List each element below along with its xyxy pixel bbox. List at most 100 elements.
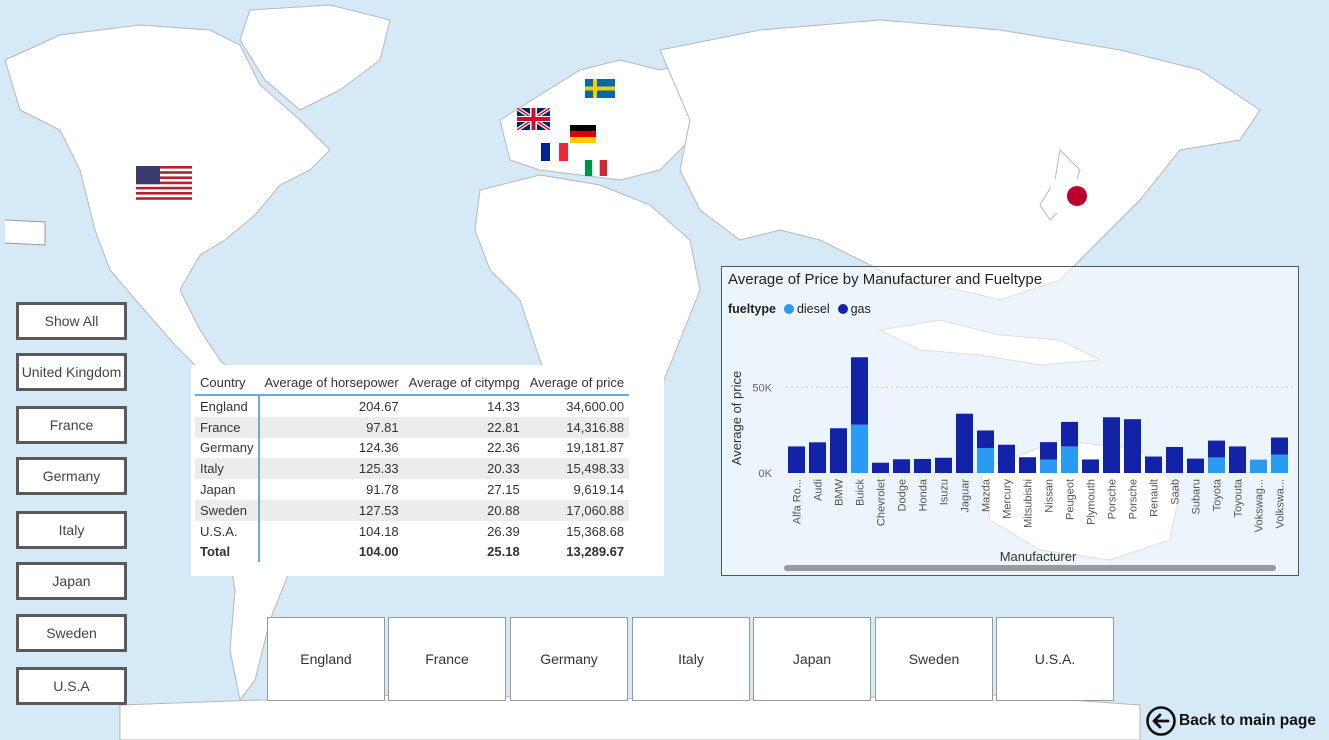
chart-scrollbar[interactable] [784,565,1276,571]
table-row[interactable]: U.S.A. 104.18 26.39 15,368.68 [195,520,629,542]
column-header-country[interactable]: Country [195,370,260,396]
bar-gas [1061,421,1078,447]
filter-usa-button[interactable]: U.S.A [16,667,127,705]
table-cell: Germany [195,437,261,459]
table-cell: 19,181.87 [566,440,625,456]
bar-diesel [1250,459,1267,473]
legend-gas-label[interactable]: gas [850,302,871,316]
x-tick-label: Toyota [1212,478,1224,511]
legend-title: fueltype [728,302,776,316]
x-tick-label: BMW [834,478,846,506]
back-arrow-icon [1146,706,1176,736]
filter-japan-button[interactable]: Japan [753,617,871,701]
bar-gas [1208,440,1225,458]
sweden-flag-icon [585,79,615,98]
uk-flag-icon [517,108,550,130]
filter-england-button[interactable]: England [267,617,385,701]
country-summary-table: Country Average of horsepower Average of… [191,365,664,576]
bar-diesel [1208,457,1225,473]
filter-show-all-button[interactable]: Show All [16,302,127,340]
table-cell: Japan [195,479,261,500]
x-tick-label: Buick [855,479,867,506]
bar-diesel [1271,454,1288,473]
table-cell: 22.81 [403,416,525,438]
bar-gas [893,459,910,473]
bar-gas [977,430,994,448]
filter-germany-button[interactable]: Germany [510,617,628,701]
back-to-main-button[interactable]: Back to main page [1145,705,1316,737]
bar-gas [956,413,973,473]
table-cell: 14,316.88 [524,416,630,438]
bar-gas [1166,446,1183,473]
x-tick-label: Porsche [1128,479,1140,519]
filter-france-button[interactable]: France [16,406,127,444]
x-tick-label: Mazda [981,478,993,512]
table-total-row: Total 104.00 25.18 13,289.67 [195,541,629,563]
filter-sweden-button[interactable]: Sweden [875,617,993,701]
table-cell: 22.36 [487,440,520,456]
table-cell: 25.18 [487,544,520,560]
x-tick-label: Mercury [1002,479,1014,519]
bar-gas [1229,446,1246,473]
table-cell: England [195,395,261,417]
filter-usa-button[interactable]: U.S.A. [996,617,1114,701]
legend-diesel-swatch [783,304,794,314]
bar-gas [830,428,847,473]
table-row[interactable]: Italy 125.33 20.33 15,498.33 [195,458,630,480]
table-row[interactable]: Germany 124.36 22.36 19,181.87 [195,437,629,459]
chart-legend: fueltype diesel gas [728,302,871,316]
column-header-horsepower[interactable]: Average of horsepower [259,370,404,396]
x-tick-label: Vokswag... [1254,479,1266,532]
x-tick-label: Mitsubishi [1023,479,1035,528]
column-header-price[interactable]: Average of price [524,370,630,396]
back-to-main-label: Back to main page [1179,712,1316,729]
table-cell: 26.39 [487,523,520,539]
table-row[interactable]: France 97.81 22.81 14,316.88 [195,416,630,438]
bar-diesel [1040,459,1057,473]
legend-diesel-label[interactable]: diesel [796,302,830,316]
france-flag-icon [541,143,568,161]
bar-gas [1019,457,1036,473]
column-header-citympg[interactable]: Average of citympg [403,370,525,396]
filter-japan-button[interactable]: Japan [16,562,127,600]
filter-france-button[interactable]: France [388,617,506,701]
x-tick-label: Alfa Ro... [792,479,804,524]
filter-sweden-button[interactable]: Sweden [16,614,127,652]
bar-diesel [851,424,868,473]
x-tick-label: Subaru [1191,479,1203,514]
table-row[interactable]: Sweden 127.53 20.88 17,060.88 [195,499,630,521]
bar-diesel [977,447,994,473]
table-cell: 17,060.88 [524,499,630,521]
bar-gas [1145,456,1162,473]
bar-gas [851,357,868,425]
table-cell: 127.53 [259,499,404,521]
table-cell: 91.78 [366,482,399,498]
bar-gas [1271,437,1288,455]
table-cell: 20.88 [403,499,525,521]
bar-gas [1040,442,1057,460]
x-tick-label: Toyouta [1233,478,1245,517]
table-cell: 9,619.14 [573,482,625,498]
table-cell: 204.67 [358,398,399,414]
bar-gas [872,462,889,473]
x-tick-label: Volkswa... [1275,479,1287,529]
table-row[interactable]: Japan 91.78 27.15 9,619.14 [195,479,629,500]
table-row[interactable]: England 204.67 14.33 34,600.00 [195,395,629,417]
table-cell: Sweden [195,499,261,521]
x-tick-label: Plymouth [1086,479,1098,525]
table-header-row: Country Average of horsepower Average of… [195,370,630,396]
x-axis-label: Manufacturer [1000,549,1077,564]
bar-gas [788,446,805,473]
bar-gas [998,444,1015,473]
y-axis-label: Average of price [729,371,744,465]
table-cell: 125.33 [259,458,404,480]
bar-gas [914,458,931,473]
filter-united-kingdom-button[interactable]: United Kingdom [16,353,127,391]
x-tick-label: Honda [918,478,930,511]
filter-germany-button[interactable]: Germany [16,457,127,495]
filter-italy-button[interactable]: Italy [632,617,750,701]
bar-gas [1187,458,1204,473]
filter-italy-button[interactable]: Italy [16,511,127,549]
table-cell: 14.33 [487,398,520,414]
x-tick-label: Nissan [1044,479,1056,513]
